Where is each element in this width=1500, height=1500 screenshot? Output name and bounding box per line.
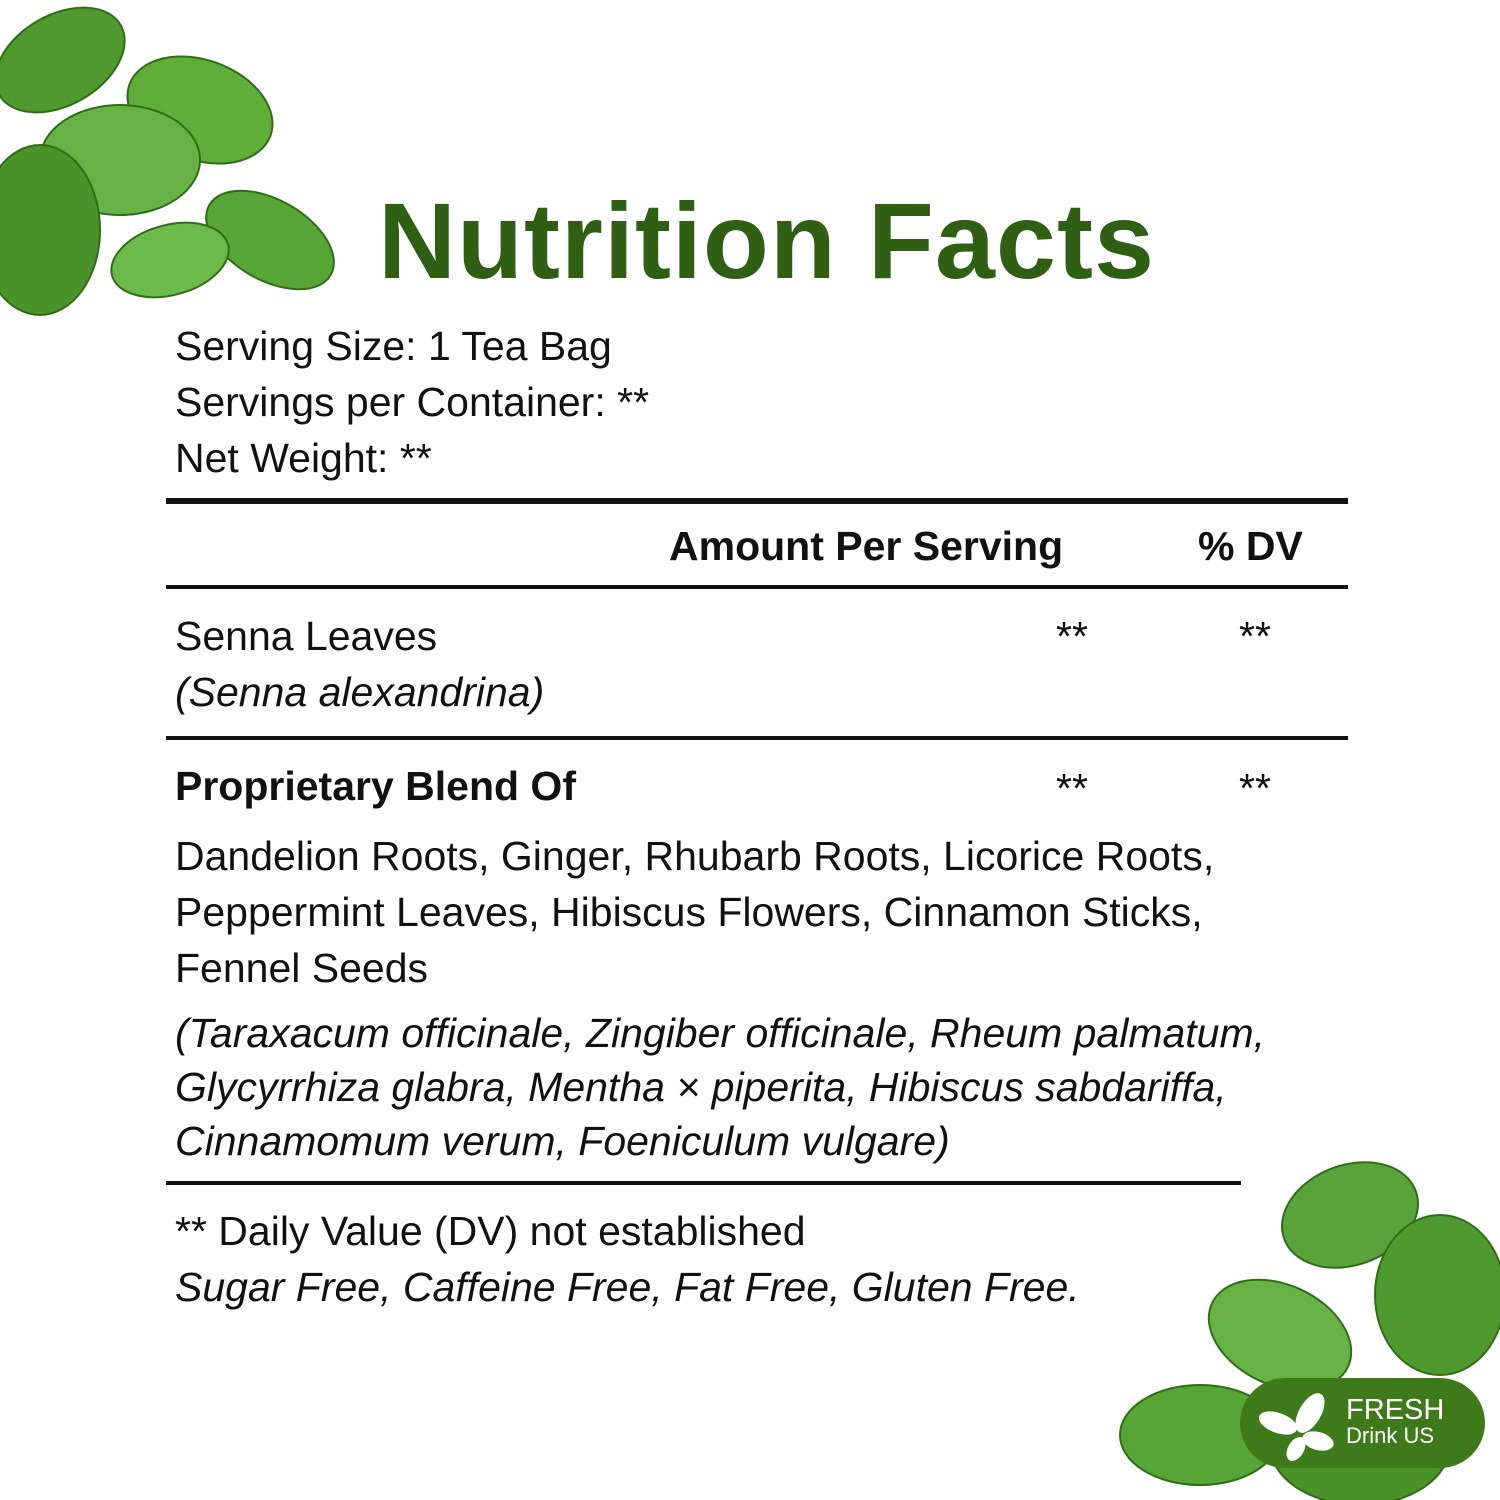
divider-thick [166, 498, 1348, 504]
mint-leaves-top-left-image [0, 6, 335, 316]
free-claims: Sugar Free, Caffeine Free, Fat Free, Glu… [175, 1264, 1080, 1310]
blend-latin-line: Glycyrrhiza glabra, Mentha × piperita, H… [175, 1064, 1227, 1110]
senna-amount: ** [1056, 613, 1088, 659]
blend-ingredients-line: Peppermint Leaves, Hibiscus Flowers, Cin… [175, 889, 1203, 935]
divider [166, 585, 1348, 589]
net-weight: Net Weight: ** [175, 435, 432, 481]
divider [166, 1181, 1241, 1185]
header-dv: % DV [1198, 523, 1303, 569]
blend-ingredients-line: Fennel Seeds [175, 945, 429, 991]
blend-ingredients-line: Dandelion Roots, Ginger, Rhubarb Roots, … [175, 833, 1215, 879]
logo-drink-us: Drink US [1346, 1423, 1435, 1448]
blend-latin-line: Cinnamomum verum, Foeniculum vulgare) [175, 1118, 950, 1164]
serving-size: Serving Size: 1 Tea Bag [175, 323, 612, 369]
header-amount-per-serving: Amount Per Serving [669, 523, 1064, 569]
logo-fresh: FRESH [1346, 1394, 1445, 1426]
footnote: ** Daily Value (DV) not established [175, 1208, 806, 1254]
blend-name: Proprietary Blend Of [175, 763, 576, 809]
senna-dv: ** [1239, 613, 1271, 659]
leaf-logo-icon [1258, 1393, 1334, 1461]
blend-dv: ** [1239, 765, 1271, 811]
senna-leaves-name: Senna Leaves [175, 613, 438, 659]
servings-per-container: Servings per Container: ** [175, 379, 650, 425]
senna-leaves-latin: (Senna alexandrina) [175, 669, 545, 715]
brand-logo: FRESH Drink US [1240, 1378, 1485, 1468]
blend-amount: ** [1056, 765, 1088, 811]
divider [166, 736, 1348, 740]
blend-latin-line: (Taraxacum officinale, Zingiber officina… [175, 1010, 1266, 1056]
page-title: Nutrition Facts [378, 180, 1156, 301]
